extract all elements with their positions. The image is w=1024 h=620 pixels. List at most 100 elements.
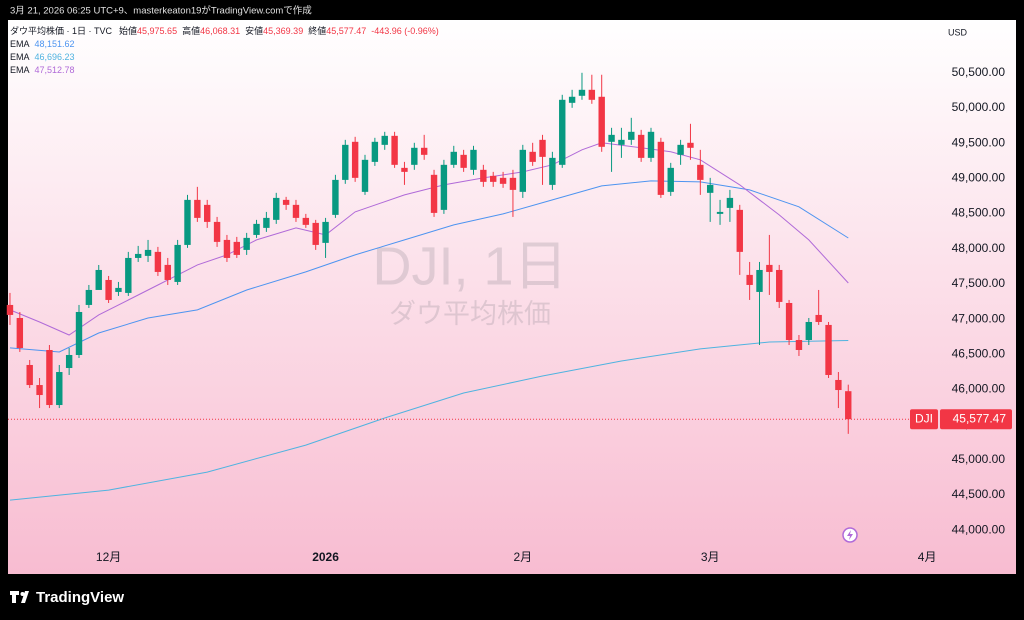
candle-body <box>736 209 743 252</box>
candle-body <box>726 197 734 208</box>
x-tick-label: 4月 <box>918 550 937 564</box>
candle-body <box>480 169 487 182</box>
chart-background <box>8 20 1016 574</box>
candle-body <box>263 217 270 228</box>
candle-body <box>470 149 477 170</box>
candle-body <box>342 144 349 180</box>
last-price-tag <box>910 409 938 430</box>
candle-body <box>559 99 566 165</box>
y-tick-label: 48,500.00 <box>952 206 1006 220</box>
candle-body <box>411 147 418 165</box>
last-price-value: 45,577.47 <box>953 411 1007 425</box>
candle-body <box>85 289 93 305</box>
y-tick-label: 50,500.00 <box>952 65 1006 79</box>
candle-body <box>450 151 457 165</box>
candle-body <box>391 135 398 165</box>
candle-body <box>371 141 379 162</box>
candle-body <box>667 167 674 192</box>
brand: TradingView <box>36 589 124 606</box>
ema-legend: EMA 47,512.78 <box>10 65 75 75</box>
legend-value: 45,975.65 <box>137 26 177 36</box>
y-tick-label: 49,500.00 <box>952 135 1006 149</box>
candle-body <box>440 164 448 210</box>
candle-body <box>716 211 724 214</box>
candle-body <box>6 304 14 315</box>
candle-body <box>154 251 162 272</box>
candle-body <box>490 175 497 182</box>
candle-body <box>766 264 773 272</box>
ema-legend-value: 47,512.78 <box>35 65 75 75</box>
ema-legend-name: EMA <box>10 39 30 49</box>
candle-body <box>184 199 191 245</box>
candle-body <box>381 135 388 145</box>
candle-body <box>598 96 605 147</box>
ema-legend-value: 46,696.23 <box>35 52 75 62</box>
candle-body <box>65 354 73 369</box>
legend-change: -443.96 (-0.96%) <box>371 26 439 36</box>
legend-label: 終値 <box>308 25 326 36</box>
candle-body <box>204 204 211 222</box>
candle-body <box>75 311 83 355</box>
candle-body <box>499 177 507 184</box>
candle-body <box>282 199 290 205</box>
candle-body <box>273 197 280 220</box>
ema-legend: EMA 48,151.62 <box>10 39 75 49</box>
candle-body <box>105 279 112 300</box>
y-tick-label: 45,000.00 <box>952 452 1006 466</box>
currency: USD <box>948 27 968 37</box>
candle-body <box>36 385 43 396</box>
y-tick-label: 47,000.00 <box>952 311 1006 325</box>
candle-body <box>578 89 586 96</box>
y-tick-label: 48,000.00 <box>952 241 1006 255</box>
candle-body <box>233 241 241 255</box>
candle-body <box>637 134 645 158</box>
candle-body <box>549 157 556 185</box>
ema-legend-name: EMA <box>10 52 30 62</box>
candle-body <box>243 237 250 250</box>
last-price-symbol: DJI <box>915 411 933 425</box>
candle-body <box>657 141 665 195</box>
candle-body <box>519 149 527 192</box>
ema-legend: EMA 46,696.23 <box>10 52 75 62</box>
legend-label: 始値 <box>119 25 137 36</box>
watermark-symbol: DJI, 1日 <box>372 236 567 296</box>
candle-body <box>568 96 576 103</box>
candle-body <box>253 223 260 235</box>
y-tick-label: 50,000.00 <box>952 100 1006 114</box>
candle-body <box>194 199 201 218</box>
candle-body <box>618 139 625 145</box>
candle-body <box>687 142 694 148</box>
legend: ダウ平均株価 · 1日 · TVC 始値45,975.65 高値46,068.31 安… <box>10 25 439 36</box>
legend-title: ダウ平均株価 · 1日 · TVC <box>10 25 113 36</box>
candle-body <box>815 314 822 322</box>
candle-body <box>213 221 221 242</box>
candle-body <box>756 269 763 292</box>
x-tick-label: 2026 <box>312 550 339 564</box>
candle-body <box>302 217 310 225</box>
x-tick-label: 2月 <box>513 550 532 564</box>
candle-body <box>746 274 753 285</box>
candle-body <box>361 159 369 192</box>
logo <box>10 591 29 603</box>
candle-body <box>125 257 132 293</box>
x-tick-label: 12月 <box>96 550 121 564</box>
candle-body <box>134 253 142 258</box>
candle-body <box>776 269 783 302</box>
candle-body <box>677 144 684 155</box>
candle-body <box>332 179 339 215</box>
legend-label: 安値 <box>245 25 263 36</box>
candle-body <box>144 249 152 256</box>
y-tick-label: 47,500.00 <box>952 276 1006 290</box>
candle-body <box>647 131 655 158</box>
y-tick-label: 49,000.00 <box>952 171 1006 185</box>
ema-legend-name: EMA <box>10 65 30 75</box>
y-tick-label: 46,500.00 <box>952 346 1006 360</box>
candle-body <box>539 139 546 157</box>
candle-body <box>460 154 467 168</box>
ema-line <box>9 340 849 501</box>
watermark-name: ダウ平均株価 <box>389 299 551 329</box>
candle-body <box>312 222 319 245</box>
